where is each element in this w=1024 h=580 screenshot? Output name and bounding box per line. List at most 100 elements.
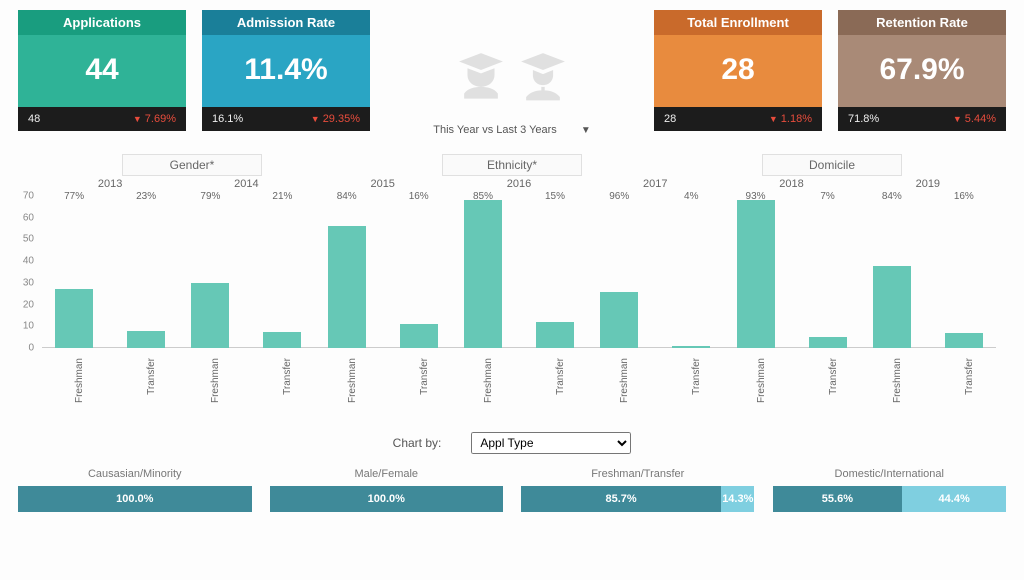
ratio-seg-b: 14.3%	[721, 486, 754, 512]
kpi-prev: 48	[28, 113, 40, 125]
bar-slot: 84%	[328, 196, 366, 348]
bar-label: 21%	[272, 191, 292, 330]
graduate-male-icon	[516, 48, 570, 102]
bar-label: 84%	[337, 191, 357, 224]
bar-slot: 77%	[55, 196, 93, 348]
year-group: 84% 16%	[315, 196, 451, 348]
year-label: 2015	[315, 178, 451, 190]
tab-gender[interactable]: Gender*	[122, 154, 262, 176]
category-label: Transfer	[945, 354, 983, 432]
kpi-value: 11.4%	[202, 35, 370, 107]
ratio-bar: 55.6%44.4%	[773, 486, 1007, 512]
category-label: Freshman	[737, 354, 775, 432]
kpi-title: Total Enrollment	[654, 10, 822, 35]
kpi-value: 44	[18, 35, 186, 107]
kpi-applications: Applications 44 48 ▼ 7.69%	[18, 10, 186, 131]
ratio-title: Male/Female	[270, 468, 504, 480]
bar-slot: 85%	[464, 196, 502, 348]
ratio: Domestic/International55.6%44.4%	[773, 468, 1007, 512]
bar-label: 79%	[200, 191, 220, 281]
tab-ethnicity[interactable]: Ethnicity*	[442, 154, 582, 176]
kpi-value: 28	[654, 35, 822, 107]
bar-slot: 16%	[400, 196, 438, 348]
kpi-footer: 48 ▼ 7.69%	[18, 107, 186, 131]
year-group: 79% 21%	[178, 196, 314, 348]
ratio-seg-a: 100.0%	[270, 486, 504, 512]
chart-by-control: Chart by: Appl Type	[0, 432, 1024, 454]
bar-label: 16%	[954, 191, 974, 331]
category-labels: Freshman Transfer Freshman Transfer Freshman…	[42, 354, 996, 432]
bar-label: 84%	[882, 191, 902, 264]
y-tick: 50	[23, 234, 34, 245]
ratio-title: Causasian/Minority	[18, 468, 252, 480]
bar	[191, 283, 229, 348]
kpi-value: 67.9%	[838, 35, 1006, 107]
category-label: Freshman	[464, 354, 502, 432]
year-label: 2016	[451, 178, 587, 190]
bar	[127, 331, 165, 348]
category-label: Transfer	[263, 354, 301, 432]
kpi-delta: ▼ 7.69%	[133, 113, 176, 125]
category-label: Freshman	[600, 354, 638, 432]
kpi-row: Applications 44 48 ▼ 7.69% Admission Rat…	[0, 0, 1024, 136]
kpi-title: Admission Rate	[202, 10, 370, 35]
bar	[672, 346, 710, 348]
cat-group: Freshman Transfer	[178, 354, 314, 432]
y-tick: 30	[23, 277, 34, 288]
year-label: 2018	[723, 178, 859, 190]
ratio-seg-a: 55.6%	[773, 486, 903, 512]
ratio-title: Freshman/Transfer	[521, 468, 755, 480]
ratio: Freshman/Transfer 85.7%14.3%	[521, 468, 755, 512]
bar-slot: 21%	[263, 196, 301, 348]
kpi-delta: ▼ 1.18%	[769, 113, 812, 125]
category-label: Transfer	[400, 354, 438, 432]
kpi-prev: 16.1%	[212, 113, 243, 125]
ratio-row: Causasian/Minority 100.0% Male/Female 100.0…	[0, 468, 1024, 524]
bar-label: 93%	[746, 191, 766, 198]
y-axis: 010203040506070	[0, 196, 40, 348]
range-select[interactable]: This Year vs Last 3 Years ▼	[433, 124, 590, 136]
year-group: 93% 7%	[723, 196, 859, 348]
y-tick: 70	[23, 191, 34, 202]
category-label: Transfer	[127, 354, 165, 432]
kpi-footer: 28 ▼ 1.18%	[654, 107, 822, 131]
cat-group: Freshman Transfer	[315, 354, 451, 432]
chevron-down-icon: ▼	[581, 125, 591, 136]
bar-label: 77%	[64, 191, 84, 287]
bar	[328, 226, 366, 348]
category-label: Freshman	[328, 354, 366, 432]
year-label: 2019	[860, 178, 996, 190]
category-label: Transfer	[672, 354, 710, 432]
year-group: 77%23%	[42, 196, 178, 348]
kpi-prev: 71.8%	[848, 113, 879, 125]
center-slot: This Year vs Last 3 Years ▼	[386, 10, 638, 136]
bar-slot: 93%	[737, 196, 775, 348]
y-tick: 60	[23, 212, 34, 223]
bar	[536, 322, 574, 348]
tab-domicile[interactable]: Domicile	[762, 154, 902, 176]
bar-label: 15%	[545, 191, 565, 320]
bar	[464, 200, 502, 348]
bar-slot: 7%	[809, 196, 847, 348]
y-tick: 40	[23, 256, 34, 267]
down-arrow-icon: ▼	[953, 114, 962, 124]
bar-slot: 79%	[191, 196, 229, 348]
y-tick: 10	[23, 321, 34, 332]
bar-slot: 16%	[945, 196, 983, 348]
cat-group: Freshman Transfer	[587, 354, 723, 432]
year-group: 84%16%	[860, 196, 996, 348]
year-label: 2013	[42, 178, 178, 190]
chart-by-select[interactable]: Appl Type	[471, 432, 631, 454]
bar	[263, 332, 301, 348]
cat-group: FreshmanTransfer	[723, 354, 859, 432]
cat-group: Freshman Transfer	[451, 354, 587, 432]
bar-chart: 010203040506070 201320142015201620172018…	[0, 178, 1024, 428]
category-label: Transfer	[536, 354, 574, 432]
ratio-seg-a: 85.7%	[521, 486, 721, 512]
year-label: 2017	[587, 178, 723, 190]
ratio-bar: 100.0%	[18, 486, 252, 512]
bar-label: 23%	[136, 191, 156, 329]
bar-label: 4%	[684, 191, 698, 344]
category-label: Freshman	[191, 354, 229, 432]
down-arrow-icon: ▼	[133, 114, 142, 124]
